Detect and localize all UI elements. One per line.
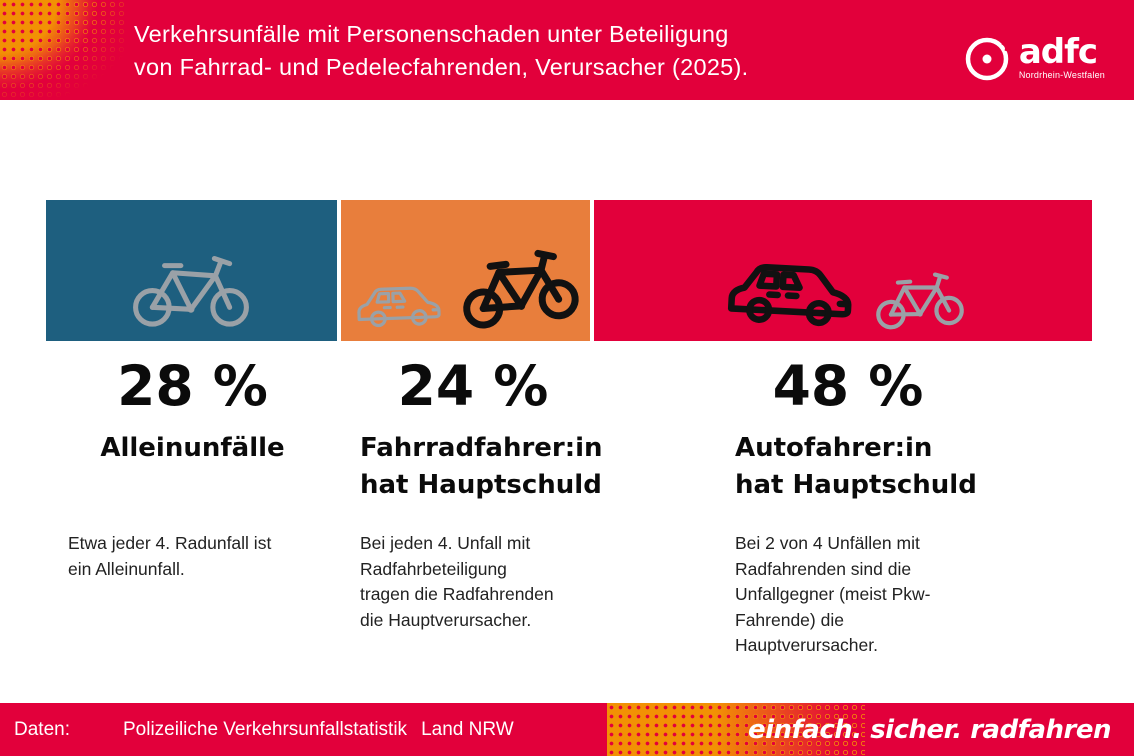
stat-description-autofahrer: Bei 2 von 4 Unfällen mit Radfahrenden si… <box>735 533 931 655</box>
stat-percent-alleinunfaelle: 28 % <box>117 354 268 418</box>
footer-bar: Daten: Polizeiliche Verkehrsunfallstatis… <box>0 703 1134 756</box>
data-source-name: Polizeiliche Verkehrsunfallstatistik <box>122 718 408 740</box>
bar-segment-fahrradfahrer-schuld <box>340 200 590 341</box>
stat-description-alleinunfaelle: Etwa jeder 4. Radunfall ist ein Alleinun… <box>68 533 272 579</box>
stat-label-fahrradfahrer: Fahrradfahrer:in hat Hauptschuld <box>360 433 603 500</box>
bicycle-icon <box>133 255 250 327</box>
bar-segment-alleinunfaelle <box>46 200 337 341</box>
logo-region-text: Nordrhein-Westfalen <box>1018 70 1105 80</box>
data-source-label: Daten: <box>14 718 70 740</box>
stat-description-fahrradfahrer: Bei jeden 4. Unfall mit Radfahrbeteiligu… <box>360 533 554 630</box>
bicycle-icon <box>463 249 579 329</box>
halftone-corner-decoration <box>0 0 125 100</box>
stat-label-alleinunfaelle: Alleinunfälle <box>100 433 285 463</box>
car-icon <box>357 286 441 328</box>
logo-brand-text: adfc <box>1018 32 1098 72</box>
stat-percent-fahrradfahrer: 24 % <box>397 354 549 418</box>
data-source-region: Land NRW <box>421 718 514 740</box>
page-title: Verkehrsunfälle mit Personenschaden unte… <box>134 21 749 80</box>
stat-label-autofahrer: Autofahrer:in hat Hauptschuld <box>735 433 977 500</box>
car-icon <box>727 264 852 327</box>
stat-percent-autofahrer: 48 % <box>772 354 924 418</box>
campaign-slogan: einfach. sicher. radfahren <box>747 714 1112 745</box>
proportional-bar <box>46 200 1092 341</box>
bicycle-icon <box>876 272 964 330</box>
data-source-line: Daten: Polizeiliche Verkehrsunfallstatis… <box>14 703 514 756</box>
logo-text: adfc Nordrhein-Westfalen <box>1019 34 1105 80</box>
header-bar: Verkehrsunfälle mit Personenschaden unte… <box>0 0 1134 100</box>
wheel-icon <box>965 37 1009 81</box>
halftone-footer-decoration <box>607 703 865 756</box>
adfc-logo: adfc Nordrhein-Westfalen <box>962 34 1105 84</box>
bar-segment-autofahrer-schuld <box>593 200 1092 341</box>
